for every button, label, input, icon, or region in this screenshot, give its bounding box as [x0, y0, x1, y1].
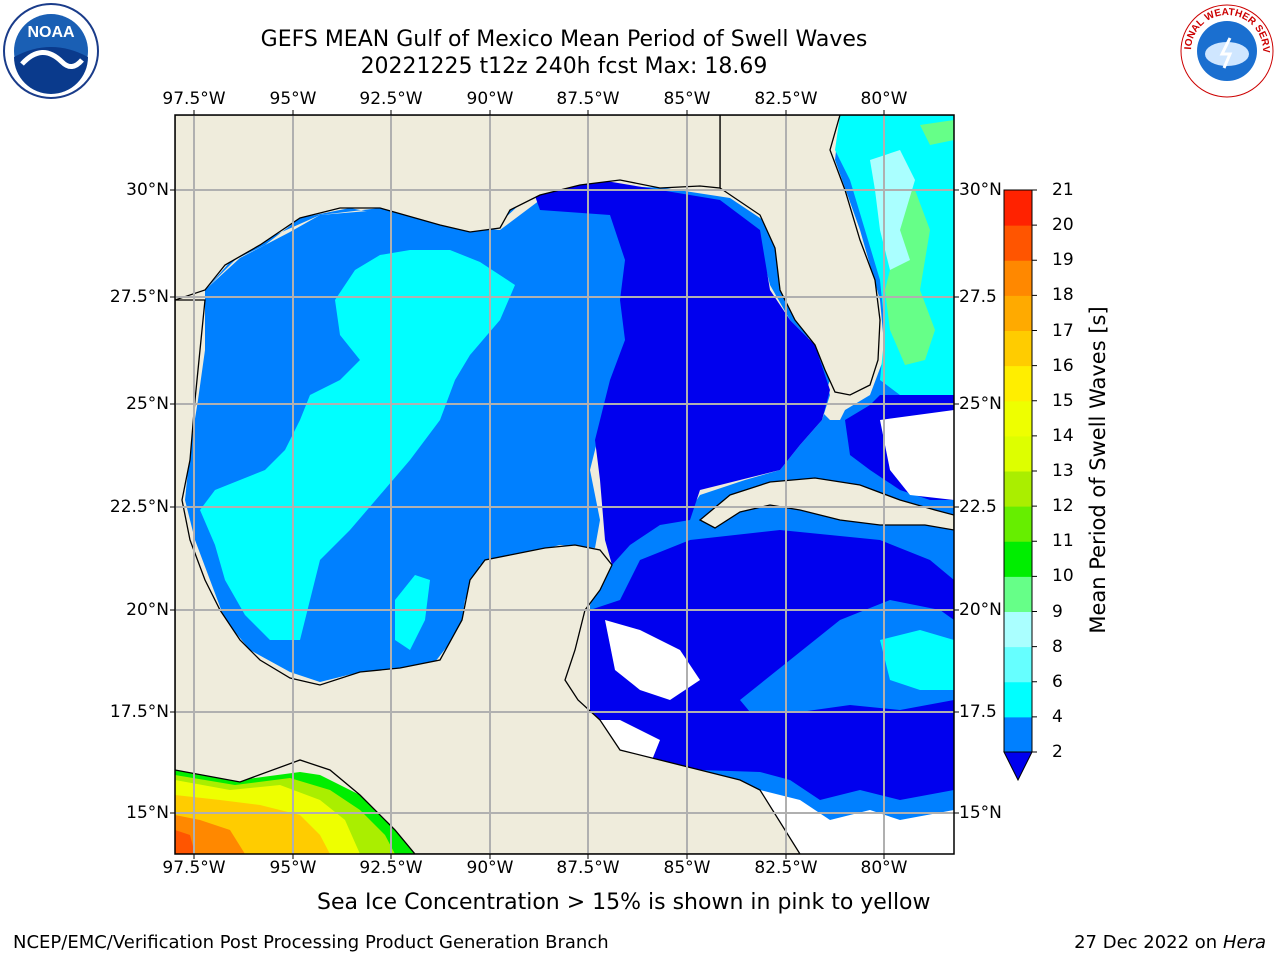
lon-tick-top: 82.5°W: [754, 89, 818, 109]
colorbar-level-label: 8: [1052, 636, 1063, 657]
lat-tick-left: 20°N: [126, 600, 169, 620]
colorbar-level-label: 15: [1052, 390, 1074, 411]
colorbar-segment: [1004, 576, 1032, 612]
sea-ice-note: Sea Ice Concentration > 15% is shown in …: [317, 890, 931, 915]
colorbar-segment: [1004, 506, 1032, 542]
yucatan-land: [175, 299, 801, 854]
colorbar-level-label: 13: [1052, 461, 1074, 481]
lon-tick-bottom: 87.5°W: [556, 858, 620, 878]
colorbar-segment: [1004, 190, 1032, 226]
colorbar-level-label: 20: [1052, 215, 1074, 236]
pacific-red-patch: [175, 830, 195, 854]
footer-date-text: 27 Dec 2022 on: [1074, 932, 1218, 953]
lon-tick-bottom: 80°W: [860, 858, 908, 878]
lat-tick-right: 30°N: [959, 180, 1002, 200]
lat-tick-left: 17.5°N: [109, 702, 169, 722]
caribbean-light-band: [740, 600, 954, 712]
cyan-swell-region: [200, 250, 515, 640]
colorbar-level-label: 16: [1052, 355, 1074, 376]
atlantic-green-patch: [920, 120, 954, 145]
pacific-orange-band: [175, 815, 245, 854]
map-content: [175, 115, 954, 854]
footer-date: 27 Dec 2022 on Hera: [1074, 932, 1266, 953]
cyan-swell-region-south: [395, 575, 430, 650]
lat-tick-left: 15°N: [126, 803, 169, 823]
lat-tick-right: 22.5: [959, 497, 997, 517]
colorbar-segment: [1004, 681, 1032, 718]
lat-tick-right: 15°N: [959, 803, 1002, 823]
lon-tick-bottom: 92.5°W: [359, 858, 423, 878]
colorbar-segment: [1004, 435, 1032, 472]
lat-tick-left: 30°N: [126, 180, 169, 200]
colorbar-segment: [1004, 716, 1032, 753]
caribbean-cyan-patch: [880, 630, 954, 690]
lon-tick-bottom: 95°W: [269, 858, 317, 878]
lat-tick-right: 25°N: [959, 394, 1002, 414]
colorbar-segment: [1004, 330, 1032, 367]
lon-tick-top: 85°W: [663, 89, 711, 109]
colorbar-segment: [1004, 295, 1032, 331]
atlantic-pale-region: [870, 150, 915, 270]
no-data-area-1: [605, 620, 700, 700]
map-title: GEFS MEAN Gulf of Mexico Mean Period of …: [260, 27, 868, 52]
lat-tick-left: 25°N: [126, 394, 169, 414]
lon-tick-top: 92.5°W: [359, 89, 423, 109]
map-ticks: [170, 110, 959, 859]
lat-tick-left: 27.5°N: [109, 287, 169, 307]
colorbar-level-label: 17: [1052, 320, 1074, 341]
footer-host: Hera: [1222, 932, 1266, 953]
blue-swell-region-east: [530, 180, 830, 565]
no-data-area-3: [880, 410, 954, 500]
nws-logo: NATIONAL WEATHER SERVICE: [1174, 0, 1276, 100]
us-coast-land: [175, 115, 721, 301]
colorbar-level-label: 14: [1052, 425, 1074, 446]
colorbar-extend-arrow: [1003, 751, 1033, 782]
lon-tick-top: 80°W: [860, 89, 908, 109]
lat-tick-right: 20°N: [959, 600, 1002, 620]
map-grid: [175, 115, 954, 854]
lon-tick-bottom: 82.5°W: [754, 858, 818, 878]
colorbar-level-label: 21: [1052, 180, 1074, 200]
colorbar-level-label: 9: [1052, 601, 1063, 622]
colorbar-segment: [1004, 646, 1032, 683]
colorbar-level-label: 10: [1052, 566, 1074, 587]
noaa-logo: NOAA: [2, 2, 100, 100]
lon-tick-top: 97.5°W: [162, 89, 226, 109]
lon-tick-top: 87.5°W: [556, 89, 620, 109]
map-subtitle: 20221225 t12z 240h fcst Max: 18.69: [360, 54, 768, 79]
colorbar-segment: [1004, 260, 1032, 296]
lon-tick-bottom: 90°W: [466, 858, 514, 878]
colorbar: [1003, 189, 1037, 782]
colorbar-level-label: 12: [1052, 496, 1074, 517]
colorbar-level-label: 6: [1052, 671, 1063, 692]
colorbar-level-label: 18: [1052, 285, 1074, 306]
florida-land: [719, 115, 954, 396]
lat-tick-left: 22.5°N: [109, 497, 169, 517]
colorbar-segment: [1004, 541, 1032, 577]
colorbar-segment: [1004, 400, 1032, 437]
colorbar-segment: [1004, 471, 1032, 507]
colorbar-segment: [1004, 611, 1032, 648]
colorbar-title: Mean Period of Swell Waves [s]: [1086, 306, 1110, 634]
colorbar-level-label: 4: [1052, 706, 1063, 727]
lat-tick-right: 27.5: [959, 287, 997, 307]
colorbar-segment: [1004, 225, 1032, 261]
no-data-area-2: [760, 790, 954, 854]
lon-tick-top: 90°W: [466, 89, 514, 109]
lat-tick-right: 17.5: [959, 702, 997, 722]
map-frame: [174, 114, 955, 855]
colorbar-level-label: 19: [1052, 250, 1074, 271]
colorbar-level-label: 2: [1052, 742, 1063, 762]
lon-tick-bottom: 85°W: [663, 858, 711, 878]
blue-swell-region-caribbean: [590, 530, 954, 800]
lon-tick-bottom: 97.5°W: [162, 858, 226, 878]
noaa-logo-text: NOAA: [27, 24, 75, 41]
colorbar-segment: [1004, 365, 1032, 402]
footer-credit: NCEP/EMC/Verification Post Processing Pr…: [13, 932, 609, 953]
colorbar-level-label: 11: [1052, 531, 1074, 552]
lon-tick-top: 95°W: [269, 89, 317, 109]
